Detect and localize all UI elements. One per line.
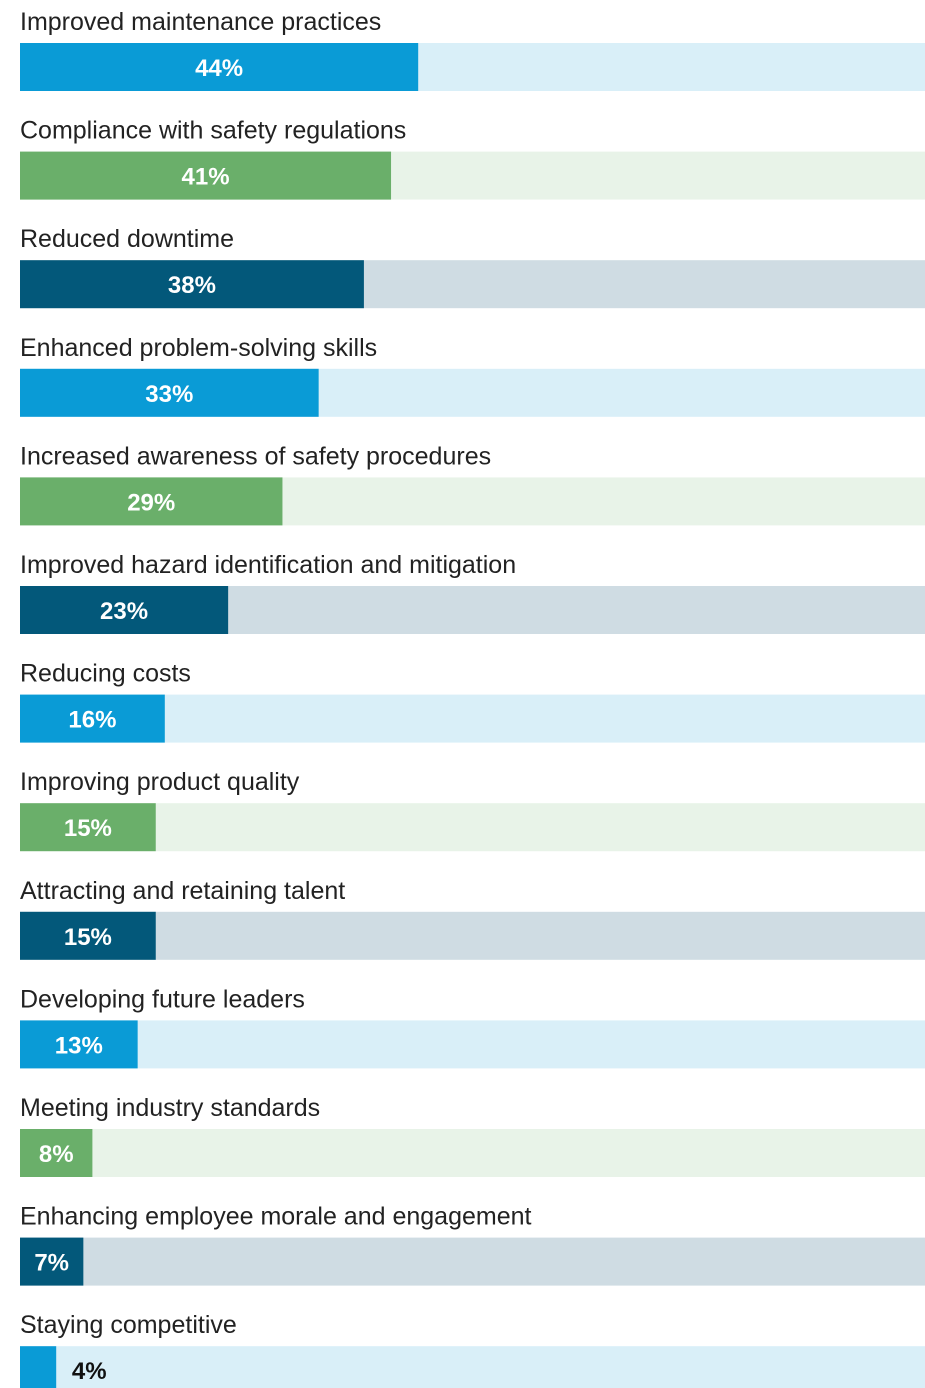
bar — [20, 803, 156, 852]
bar — [20, 151, 392, 200]
value-label: 8% — [39, 1141, 74, 1168]
category-label: Staying competitive — [20, 1311, 237, 1339]
bar — [20, 368, 319, 417]
bar-track — [20, 1237, 925, 1286]
bar — [20, 1129, 93, 1177]
category-label: Developing future leaders — [20, 985, 305, 1013]
value-label: 4% — [72, 1358, 107, 1385]
category-label: Reducing costs — [20, 660, 191, 688]
bar-track — [20, 1346, 925, 1388]
bar — [20, 694, 165, 743]
value-label: 44% — [195, 55, 243, 82]
value-label: 16% — [68, 707, 116, 734]
value-label: 13% — [55, 1032, 103, 1059]
bar — [20, 586, 229, 634]
category-label: Attracting and retaining talent — [20, 877, 345, 905]
category-label: Compliance with safety regulations — [20, 117, 406, 145]
category-label: Increased awareness of safety procedures — [20, 442, 491, 470]
bar — [20, 911, 156, 960]
value-label: 7% — [34, 1250, 69, 1277]
value-label: 29% — [127, 489, 175, 516]
category-label: Enhancing employee morale and engagement — [20, 1203, 532, 1231]
bar-track — [20, 1129, 925, 1177]
value-label: 38% — [168, 272, 216, 299]
value-label: 33% — [145, 381, 193, 408]
category-label: Enhanced problem-solving skills — [20, 334, 377, 362]
bar — [20, 260, 364, 309]
bar-track — [20, 803, 925, 852]
category-label: Reduced downtime — [20, 225, 234, 253]
category-label: Improved maintenance practices — [20, 8, 381, 36]
value-label: 15% — [64, 924, 112, 951]
bar — [20, 477, 283, 526]
bar-track — [20, 1020, 925, 1069]
category-label: Improved hazard identification and mitig… — [20, 551, 516, 579]
value-label: 41% — [182, 164, 230, 191]
value-label: 15% — [64, 815, 112, 842]
bar — [20, 1020, 138, 1069]
bar — [20, 1346, 57, 1388]
bar — [20, 43, 419, 91]
bar-track — [20, 911, 925, 960]
bar-track — [20, 694, 925, 743]
value-label: 23% — [100, 598, 148, 625]
category-label: Meeting industry standards — [20, 1094, 320, 1122]
category-label: Improving product quality — [20, 768, 300, 796]
bar — [20, 1237, 84, 1286]
